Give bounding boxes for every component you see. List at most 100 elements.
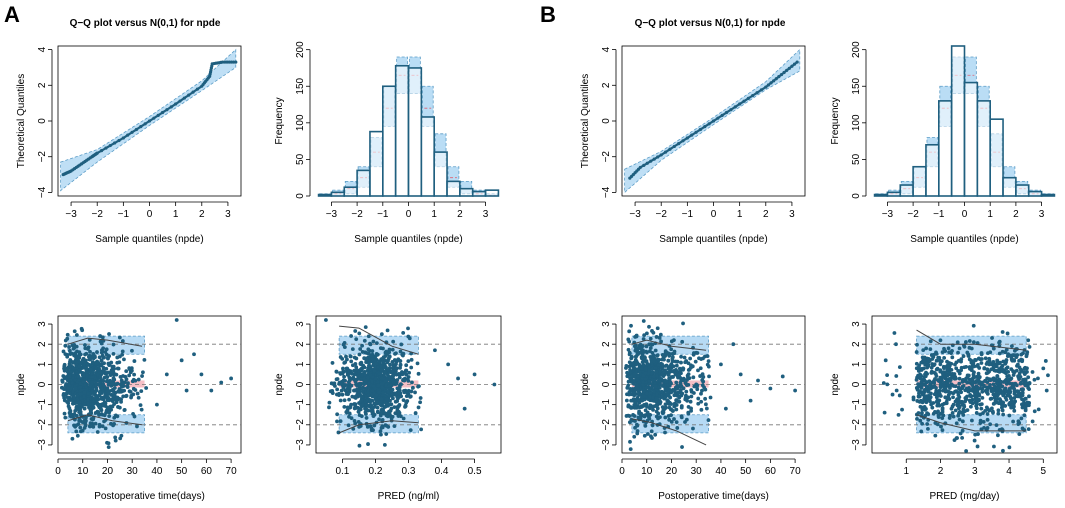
data-point	[920, 392, 925, 397]
y-tick-label: 2	[601, 341, 612, 347]
data-point	[1025, 400, 1030, 405]
data-point	[921, 348, 926, 353]
qq-point	[195, 87, 200, 91]
data-point	[882, 410, 887, 415]
data-point	[988, 422, 993, 427]
data-point	[354, 337, 359, 342]
data-point	[947, 397, 952, 401]
data-point	[664, 387, 669, 391]
data-point	[658, 415, 662, 419]
data-point	[402, 389, 406, 393]
histogram-bar	[356, 169, 371, 197]
data-point	[928, 382, 933, 387]
x-tick-label: 3	[1039, 209, 1045, 220]
data-point	[406, 326, 410, 331]
data-point	[1036, 407, 1041, 412]
data-point	[994, 391, 999, 396]
data-point	[944, 388, 949, 393]
data-point	[95, 402, 99, 406]
data-point	[336, 430, 341, 435]
y-tick-label: 0	[851, 381, 862, 387]
data-point	[748, 398, 753, 403]
data-point	[651, 407, 655, 412]
data-point	[664, 405, 668, 410]
data-point	[976, 371, 981, 376]
data-point	[99, 407, 103, 411]
data-point	[674, 407, 679, 412]
data-point	[921, 358, 926, 363]
data-point	[96, 361, 101, 365]
data-point	[357, 383, 362, 388]
qq-point	[733, 105, 737, 109]
data-point	[413, 390, 417, 395]
qq-point	[779, 72, 784, 77]
y-tick-label: 50	[295, 153, 306, 165]
data-point	[660, 357, 664, 362]
data-point	[100, 386, 104, 391]
data-point	[65, 354, 70, 359]
data-point	[988, 378, 993, 383]
data-point	[641, 394, 646, 399]
data-point	[967, 339, 972, 343]
data-point	[62, 374, 67, 379]
x-axis-label: PRED (mg/day)	[929, 491, 999, 502]
data-point	[667, 417, 672, 422]
data-point	[367, 381, 372, 386]
y-axis-label: Theoretical Quantiles	[580, 74, 591, 169]
data-point	[1016, 419, 1021, 424]
data-point	[1008, 400, 1012, 405]
data-point	[964, 379, 969, 384]
lower-prediction-band	[631, 414, 709, 434]
data-point	[82, 374, 87, 378]
data-point	[970, 418, 974, 423]
data-point	[67, 391, 72, 396]
data-point	[1044, 388, 1049, 393]
x-tick-label: −2	[351, 209, 363, 220]
data-point	[693, 359, 698, 364]
data-point	[1026, 427, 1031, 432]
data-point	[407, 370, 412, 375]
data-point	[1023, 377, 1028, 382]
data-point	[1000, 349, 1005, 354]
data-point	[122, 357, 126, 362]
y-tick-label: 0	[295, 193, 306, 199]
data-point	[669, 347, 674, 352]
data-point	[919, 429, 924, 434]
data-point	[962, 404, 967, 409]
data-point	[99, 370, 104, 375]
data-point	[641, 379, 646, 384]
y-tick-label: 150	[295, 77, 306, 94]
data-point	[77, 378, 82, 382]
data-point	[1009, 405, 1014, 410]
data-point	[74, 344, 79, 349]
data-point	[937, 403, 942, 408]
histogram-bar	[1015, 184, 1030, 197]
data-point	[97, 422, 102, 427]
data-point	[632, 434, 637, 439]
data-point	[418, 400, 423, 405]
data-point	[91, 396, 96, 401]
data-point	[1016, 422, 1021, 427]
data-point	[940, 428, 945, 433]
histogram-bar	[989, 118, 1004, 197]
data-point	[346, 423, 351, 428]
data-point	[396, 357, 401, 362]
data-point	[1003, 404, 1008, 408]
histogram-bar	[459, 187, 474, 197]
data-point	[371, 339, 376, 344]
data-point	[936, 409, 940, 414]
data-point	[101, 382, 106, 387]
data-point	[111, 369, 116, 374]
data-point	[1043, 359, 1048, 363]
y-tick-label: 2	[295, 341, 306, 347]
data-point	[95, 430, 100, 434]
histogram-bar	[446, 180, 461, 197]
data-point	[82, 402, 87, 407]
data-point	[978, 412, 983, 417]
data-point	[75, 393, 80, 398]
data-point	[923, 398, 928, 403]
data-point	[144, 386, 149, 390]
qq-point	[738, 102, 742, 106]
data-point	[354, 356, 359, 361]
data-point	[179, 358, 184, 363]
